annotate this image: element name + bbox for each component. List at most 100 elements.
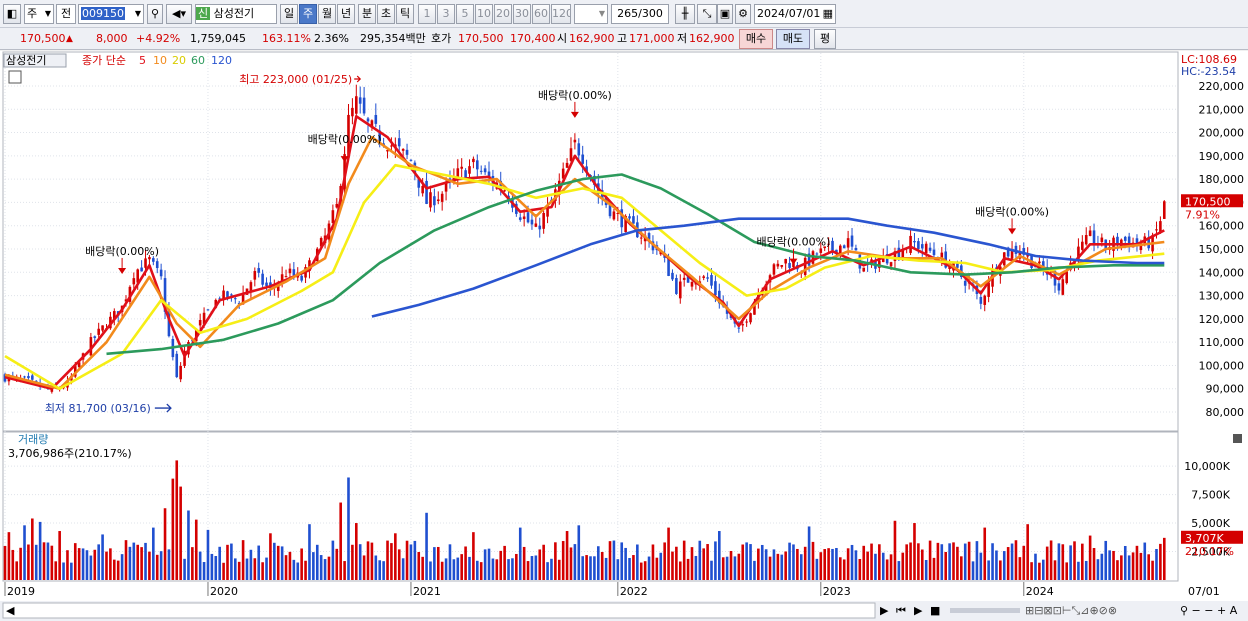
candle <box>924 243 928 254</box>
last-price-tag <box>1181 194 1243 208</box>
candle <box>593 175 596 185</box>
ma-line-20 <box>4 163 1165 390</box>
interval-20[interactable]: 20 <box>494 4 512 24</box>
down-arrow-icon <box>789 258 798 265</box>
gear-icon[interactable]: ⚙ <box>735 4 751 24</box>
grid-toggle-icon[interactable] <box>8 70 22 84</box>
speaker-icon[interactable]: ◀▾ <box>166 4 192 24</box>
volume-bar <box>764 549 768 580</box>
candle <box>1100 237 1104 243</box>
compare-select[interactable]: 전 <box>56 4 76 24</box>
candle <box>1041 261 1045 269</box>
count-field[interactable]: 265/300 <box>611 4 669 24</box>
interval-select[interactable]: ▼ <box>574 4 608 24</box>
stop-icon[interactable]: ■ <box>930 604 940 617</box>
volume-bar <box>394 533 397 580</box>
tab-year[interactable]: 년 <box>337 4 355 24</box>
horizontal-scrollbar[interactable] <box>2 602 876 619</box>
ex-dividend-label: 배당락(0.00%) <box>85 245 159 258</box>
play-icon[interactable]: ▶ <box>914 604 923 617</box>
volume-bar <box>1092 548 1096 580</box>
tab-week[interactable]: 주 <box>299 4 317 24</box>
interval-3[interactable]: 3 <box>437 4 455 24</box>
interval-30[interactable]: 30 <box>513 4 531 24</box>
candle <box>1010 249 1014 259</box>
zoom-out-icon[interactable]: ⚲ − − + A <box>1180 604 1238 617</box>
sell-button[interactable]: 매도 <box>776 29 810 49</box>
volume-bar <box>206 529 210 580</box>
volume-y-tick-label: 10,000K <box>1184 460 1230 473</box>
stock-name-field[interactable]: 신 삼성전기 <box>195 4 277 24</box>
candle-type-icon[interactable]: ╫ <box>675 4 695 24</box>
scroll-left-icon[interactable]: ◀ <box>6 604 15 617</box>
date-field[interactable]: 2024/07/01 ▦ <box>754 4 836 24</box>
candle <box>714 281 717 295</box>
price-panel[interactable] <box>2 51 1179 432</box>
volume-bar <box>284 555 288 580</box>
candle <box>194 328 198 342</box>
candle <box>530 219 534 225</box>
interval-10[interactable]: 10 <box>475 4 493 24</box>
volume-bar <box>987 560 990 580</box>
chart-area[interactable]: 최고 223,000 (01/25) 최저 81,700 (03/16) 배당락(0… <box>0 51 1248 621</box>
down-arrow-icon <box>118 267 127 274</box>
average-button[interactable]: 평 <box>814 29 836 49</box>
volume-bar <box>643 561 647 580</box>
candle <box>546 205 549 217</box>
turnover-rate: 2.36% <box>314 32 349 45</box>
volume-bar <box>253 558 257 580</box>
tab-day[interactable]: 일 <box>280 4 298 24</box>
candle <box>764 283 768 296</box>
tab-tick[interactable]: 틱 <box>396 4 414 24</box>
interval-1[interactable]: 1 <box>418 4 436 24</box>
period-type-select[interactable]: 주 ▼ <box>24 4 54 24</box>
candle <box>803 257 807 275</box>
interval-60[interactable]: 60 <box>532 4 550 24</box>
interval-5[interactable]: 5 <box>456 4 474 24</box>
stock-code-input[interactable]: 009150 ▼ <box>78 4 144 24</box>
volume-bar <box>963 543 967 580</box>
go-first-icon[interactable]: ⏮ <box>896 604 906 617</box>
buy-button[interactable]: 매수 <box>739 29 773 49</box>
interval-120[interactable]: 120 <box>551 4 571 24</box>
volume-bar <box>839 557 842 580</box>
tab-month[interactable]: 월 <box>318 4 336 24</box>
tool-icons[interactable]: ⊞⊟⊠⊡⊢⤡⊿⊕⊘⊗ <box>1025 604 1117 617</box>
volume-bar <box>163 508 167 580</box>
candle <box>401 148 405 151</box>
volume-bar <box>733 556 737 580</box>
volume-bar <box>760 544 764 580</box>
volume-bar <box>1041 559 1045 580</box>
search-icon[interactable]: ⚲ <box>147 4 163 24</box>
volume-bar <box>89 555 93 580</box>
volume-bar <box>382 561 385 580</box>
volume-bar <box>581 556 584 580</box>
volume-bar <box>105 551 108 580</box>
volume-y-tick-label: 7,500K <box>1191 489 1230 502</box>
volume-bar <box>226 544 229 580</box>
volume-bar <box>31 518 34 580</box>
candle <box>1127 236 1131 248</box>
tab-second[interactable]: 초 <box>377 4 395 24</box>
draw-tool-icon[interactable]: ⤡ <box>697 4 717 24</box>
layout-icon[interactable]: ◧ <box>3 4 21 24</box>
volume-bar <box>725 556 729 580</box>
volume-bar <box>682 540 686 580</box>
scroll-right-icon[interactable]: ▶ <box>880 604 889 617</box>
zoom-slider[interactable] <box>950 608 1020 613</box>
close-panel-icon[interactable] <box>1233 434 1242 443</box>
candle <box>815 253 819 255</box>
volume-bar <box>796 548 799 580</box>
y-tick-label: 190,000 <box>1199 150 1245 163</box>
y-tick-label: 80,000 <box>1206 406 1245 419</box>
candle <box>850 235 854 247</box>
volume-y-tick-label: 5,000K <box>1191 517 1230 530</box>
volume-bar <box>1104 540 1108 580</box>
candle <box>89 337 93 356</box>
tab-minute[interactable]: 분 <box>358 4 376 24</box>
volume-bar <box>1096 559 1100 580</box>
save-icon[interactable]: ▣ <box>717 4 733 24</box>
candle <box>222 290 225 300</box>
volume-panel[interactable] <box>2 431 1179 582</box>
volume-bar <box>136 544 140 580</box>
